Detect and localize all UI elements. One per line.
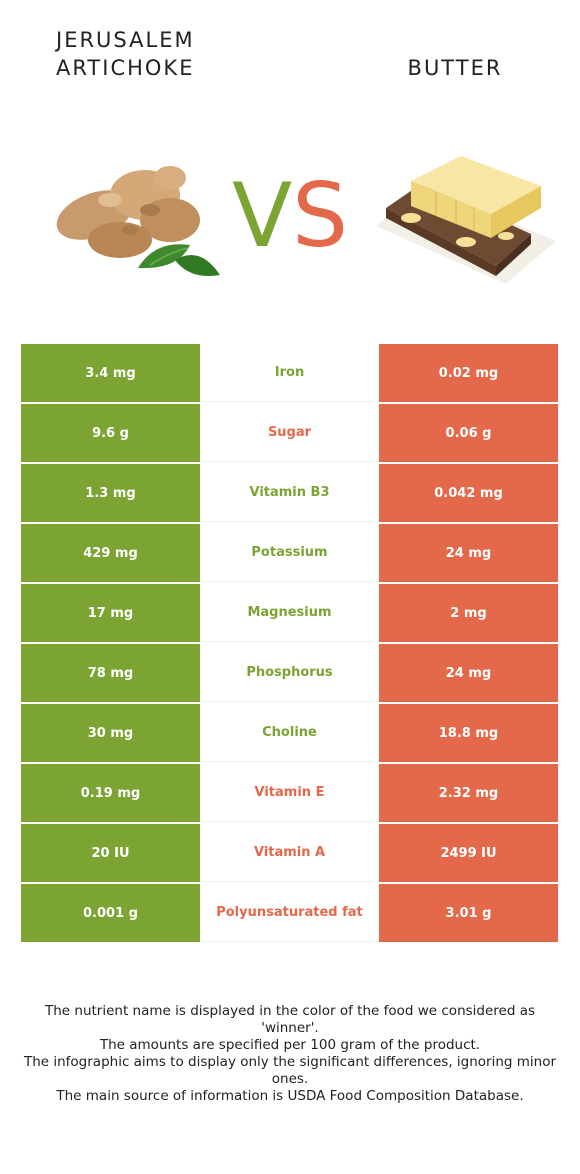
nutrient-name: Vitamin E bbox=[200, 764, 379, 822]
table-row: 0.19 mg Vitamin E 2.32 mg bbox=[21, 764, 558, 824]
table-row: 0.001 g Polyunsaturated fat 3.01 g bbox=[21, 884, 558, 944]
vs-label: VS bbox=[220, 168, 360, 264]
vs-v-letter: V bbox=[231, 164, 293, 267]
nutrient-name: Potassium bbox=[200, 524, 379, 582]
nutrient-name: Polyunsaturated fat bbox=[200, 884, 379, 942]
left-food-value: 3.4 mg bbox=[21, 344, 200, 402]
jerusalem-artichoke-image bbox=[56, 166, 220, 276]
left-food-value: 429 mg bbox=[21, 524, 200, 582]
table-row: 9.6 g Sugar 0.06 g bbox=[21, 404, 558, 464]
right-food-value: 2499 IU bbox=[379, 824, 558, 882]
nutrient-comparison-table: 3.4 mg Iron 0.02 mg 9.6 g Sugar 0.06 g 1.3 mg V… bbox=[21, 344, 558, 944]
right-food-value: 18.8 mg bbox=[379, 704, 558, 762]
table-row: 17 mg Magnesium 2 mg bbox=[21, 584, 558, 644]
vs-s-letter: S bbox=[292, 164, 349, 267]
butter-image bbox=[376, 156, 556, 284]
left-food-value: 78 mg bbox=[21, 644, 200, 702]
nutrient-name: Iron bbox=[200, 344, 379, 402]
footer-line-source-note: The main source of information is USDA F… bbox=[56, 1088, 524, 1104]
left-food-title-line1: Jerusalem bbox=[56, 28, 195, 52]
footer-line-winner-note: The nutrient name is displayed in the co… bbox=[44, 1003, 536, 1036]
right-food-value: 24 mg bbox=[379, 644, 558, 702]
right-food-value: 0.06 g bbox=[379, 404, 558, 462]
table-row: 78 mg Phosphorus 24 mg bbox=[21, 644, 558, 704]
footer-notes: The nutrient name is displayed in the co… bbox=[20, 1003, 560, 1105]
right-food-title: Butter bbox=[407, 56, 503, 80]
left-food-value: 17 mg bbox=[21, 584, 200, 642]
left-food-value: 1.3 mg bbox=[21, 464, 200, 522]
nutrient-name: Phosphorus bbox=[200, 644, 379, 702]
right-food-value: 0.042 mg bbox=[379, 464, 558, 522]
table-row: 30 mg Choline 18.8 mg bbox=[21, 704, 558, 764]
nutrient-name: Vitamin B3 bbox=[200, 464, 379, 522]
left-food-value: 20 IU bbox=[21, 824, 200, 882]
left-food-value: 0.001 g bbox=[21, 884, 200, 942]
nutrient-name: Choline bbox=[200, 704, 379, 762]
footer-line-differences-note: The infographic aims to display only the… bbox=[23, 1054, 557, 1087]
left-food-title: Jerusalem artichoke bbox=[56, 26, 256, 82]
right-food-value: 0.02 mg bbox=[379, 344, 558, 402]
nutrient-name: Magnesium bbox=[200, 584, 379, 642]
right-food-value: 2.32 mg bbox=[379, 764, 558, 822]
left-food-value: 30 mg bbox=[21, 704, 200, 762]
nutrient-name: Sugar bbox=[200, 404, 379, 462]
table-row: 1.3 mg Vitamin B3 0.042 mg bbox=[21, 464, 558, 524]
table-row: 3.4 mg Iron 0.02 mg bbox=[21, 344, 558, 404]
left-food-title-line2: artichoke bbox=[56, 56, 195, 80]
right-food-value: 24 mg bbox=[379, 524, 558, 582]
table-row: 20 IU Vitamin A 2499 IU bbox=[21, 824, 558, 884]
table-row: 429 mg Potassium 24 mg bbox=[21, 524, 558, 584]
left-food-value: 0.19 mg bbox=[21, 764, 200, 822]
left-food-value: 9.6 g bbox=[21, 404, 200, 462]
right-food-value: 2 mg bbox=[379, 584, 558, 642]
nutrient-name: Vitamin A bbox=[200, 824, 379, 882]
footer-line-amounts-note: The amounts are specified per 100 gram o… bbox=[99, 1037, 481, 1053]
right-food-value: 3.01 g bbox=[379, 884, 558, 942]
